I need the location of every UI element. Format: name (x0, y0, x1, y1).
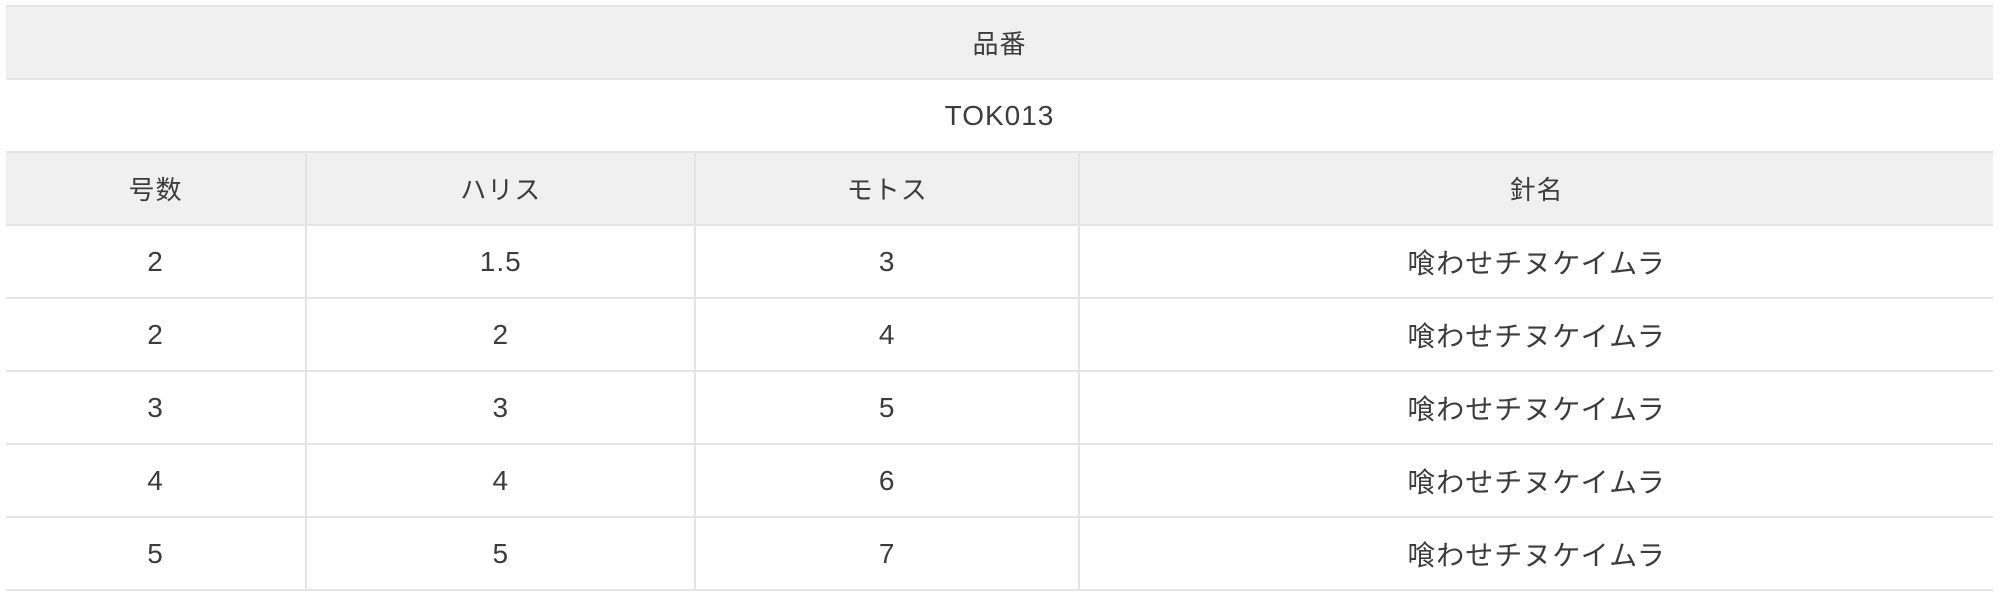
column-header-row: 号数 ハリス モトス 針名 (6, 152, 1993, 226)
cell-harisu: 5 (305, 517, 696, 591)
product-spec-table: 品番 TOK013 号数 ハリス モトス 針名 2 1.5 3 喰わせチヌケイム… (6, 5, 1993, 591)
cell-hook-name: 喰わせチヌケイムラ (1077, 298, 1993, 372)
cell-size: 5 (6, 517, 307, 591)
part-number-value: TOK013 (6, 79, 1993, 153)
part-number-label: 品番 (6, 6, 1993, 80)
cell-hook-name: 喰わせチヌケイムラ (1077, 444, 1993, 518)
cell-harisu: 3 (305, 371, 696, 445)
cell-motosu: 6 (694, 444, 1079, 518)
part-number-value-row: TOK013 (6, 79, 1993, 153)
cell-hook-name: 喰わせチヌケイムラ (1077, 371, 1993, 445)
cell-size: 3 (6, 371, 307, 445)
cell-motosu: 5 (694, 371, 1079, 445)
cell-harisu: 4 (305, 444, 696, 518)
table-row: 3 3 5 喰わせチヌケイムラ (6, 371, 1993, 445)
table-row: 5 5 7 喰わせチヌケイムラ (6, 517, 1993, 591)
column-header-motosu: モトス (694, 152, 1079, 226)
part-number-header-row: 品番 (6, 6, 1993, 80)
column-header-size: 号数 (6, 152, 307, 226)
cell-harisu: 2 (305, 298, 696, 372)
table-row: 2 1.5 3 喰わせチヌケイムラ (6, 225, 1993, 299)
cell-size: 2 (6, 225, 307, 299)
column-header-hook-name: 針名 (1077, 152, 1993, 226)
cell-hook-name: 喰わせチヌケイムラ (1077, 225, 1993, 299)
table-row: 2 2 4 喰わせチヌケイムラ (6, 298, 1993, 372)
table-row: 4 4 6 喰わせチヌケイムラ (6, 444, 1993, 518)
cell-motosu: 7 (694, 517, 1079, 591)
column-header-harisu: ハリス (305, 152, 696, 226)
cell-motosu: 3 (694, 225, 1079, 299)
cell-hook-name: 喰わせチヌケイムラ (1077, 517, 1993, 591)
cell-size: 2 (6, 298, 307, 372)
cell-motosu: 4 (694, 298, 1079, 372)
cell-size: 4 (6, 444, 307, 518)
cell-harisu: 1.5 (305, 225, 696, 299)
